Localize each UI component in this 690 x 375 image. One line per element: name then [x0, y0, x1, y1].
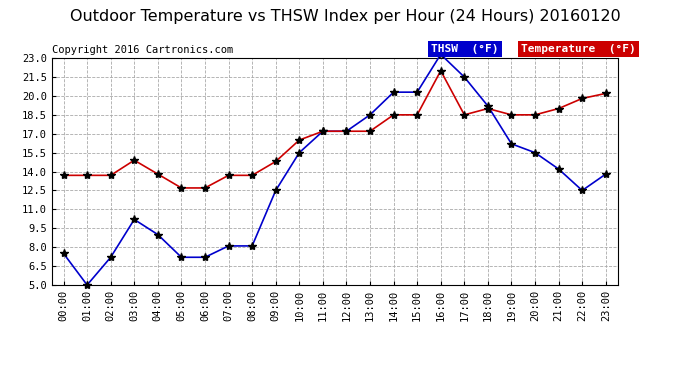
Text: Outdoor Temperature vs THSW Index per Hour (24 Hours) 20160120: Outdoor Temperature vs THSW Index per Ho… [70, 9, 620, 24]
Text: THSW  (°F): THSW (°F) [431, 44, 499, 54]
Text: Temperature  (°F): Temperature (°F) [521, 44, 635, 54]
Text: Copyright 2016 Cartronics.com: Copyright 2016 Cartronics.com [52, 45, 233, 55]
